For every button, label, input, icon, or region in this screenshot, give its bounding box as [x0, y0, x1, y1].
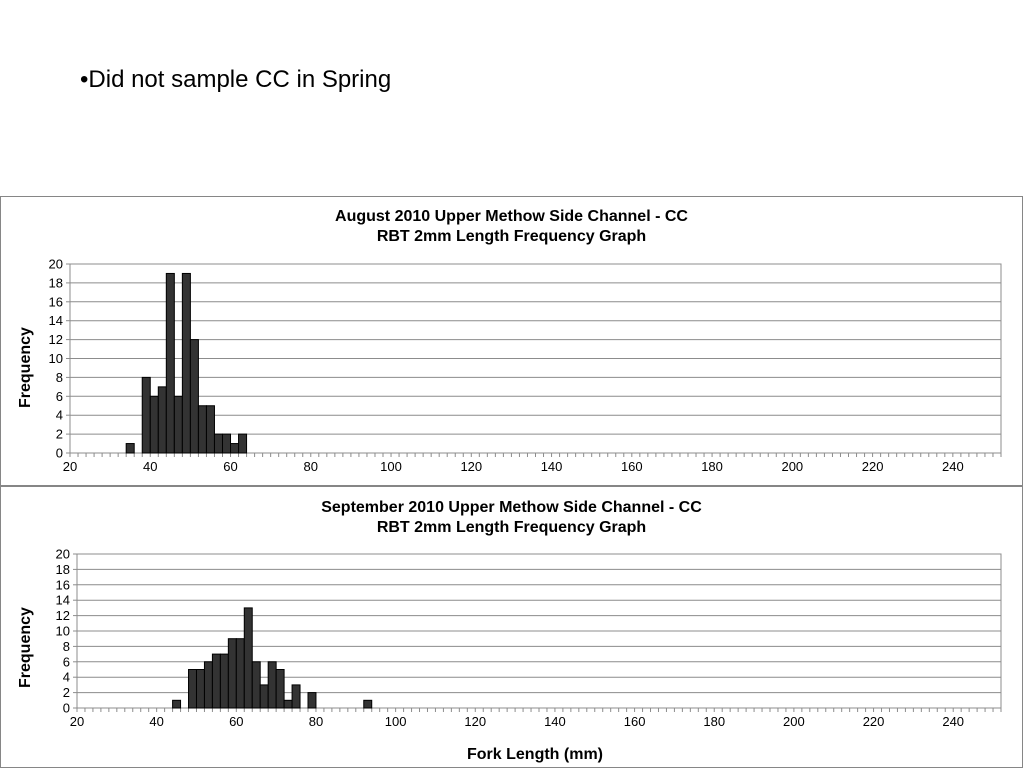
histogram-bar: [203, 661, 213, 709]
histogram-bar: [291, 684, 301, 709]
histogram-bar: [243, 607, 253, 709]
september-histogram-chart: September 2010 Upper Methow Side Channel…: [0, 486, 1023, 768]
histogram-bar: [275, 669, 285, 709]
histogram-bar: [188, 669, 197, 709]
histogram-bar: [149, 395, 159, 454]
histogram-bar: [195, 669, 205, 709]
x-tick-label: 60: [223, 459, 237, 474]
x-axis-label: Fork Length (mm): [467, 746, 603, 763]
chart-title-line-2: RBT 2mm Length Frequency Graph: [376, 519, 647, 536]
y-tick-label: 10: [49, 351, 63, 366]
histogram-bar: [173, 395, 183, 454]
y-tick-label: 14: [49, 313, 63, 328]
x-tick-label: 160: [621, 459, 643, 474]
histogram-bar: [205, 405, 215, 454]
histogram-bar: [283, 699, 293, 709]
x-tick-label: 60: [229, 714, 243, 729]
histogram-bar: [267, 661, 277, 709]
x-tick-label: 100: [380, 459, 402, 474]
x-tick-label: 40: [149, 714, 163, 729]
histogram-bar: [363, 699, 373, 709]
histogram-bar: [307, 692, 317, 709]
y-tick-label: 12: [56, 608, 70, 623]
histogram-bar: [172, 699, 182, 709]
y-tick-label: 18: [56, 562, 70, 577]
histogram-bar: [157, 386, 167, 454]
chart-title: August 2010 Upper Methow Side Channel - …: [1, 207, 1022, 247]
y-tick-label: 20: [49, 257, 63, 272]
x-tick-label: 220: [862, 459, 884, 474]
y-tick-label: 18: [49, 275, 63, 290]
x-tick-label: 100: [385, 714, 407, 729]
y-tick-label: 2: [63, 685, 70, 700]
y-tick-label: 0: [56, 446, 63, 461]
chart-title-line-2: RBT 2mm Length Frequency Graph: [376, 228, 647, 245]
x-tick-label: 140: [541, 459, 563, 474]
histogram-bar: [165, 272, 175, 454]
x-tick-label: 180: [701, 459, 723, 474]
y-tick-label: 10: [56, 624, 70, 639]
x-tick-label: 240: [942, 714, 964, 729]
august-histogram-plot: 0 2 4 6 8 10 12 14 16 18 20 20 40 60 80 100 120 140 160 180…: [49, 257, 1002, 474]
y-tick-label: 8: [63, 639, 70, 654]
x-tick-label: 120: [460, 459, 482, 474]
y-tick-label: 4: [63, 670, 70, 685]
x-tick-label: 40: [143, 459, 157, 474]
chart-title: September 2010 Upper Methow Side Channel…: [1, 498, 1022, 538]
histogram-bar: [197, 405, 207, 454]
x-tick-label: 160: [624, 714, 646, 729]
chart-title-line-1: September 2010 Upper Methow Side Channel…: [321, 499, 702, 516]
y-tick-label: 4: [56, 408, 63, 423]
y-tick-label: 16: [56, 577, 70, 592]
x-tick-label: 120: [464, 714, 486, 729]
y-tick-label: 8: [56, 370, 63, 385]
x-tick-label: 200: [781, 459, 803, 474]
histogram-bar: [211, 653, 221, 709]
histogram-bar: [181, 272, 191, 454]
x-tick-label: 80: [304, 459, 318, 474]
histogram-bar: [251, 661, 261, 709]
histogram-bar: [259, 684, 269, 709]
histogram-bar: [227, 638, 237, 709]
histogram-bar: [189, 339, 199, 454]
x-tick-label: 20: [63, 459, 77, 474]
y-tick-label: 6: [56, 389, 63, 404]
y-tick-label: 14: [56, 593, 70, 608]
histogram-bar: [219, 653, 229, 709]
histogram-bar: [125, 443, 135, 454]
histogram-bar: [221, 433, 232, 454]
histogram-bar: [230, 443, 240, 454]
x-tick-label: 200: [783, 714, 805, 729]
y-tick-label: 16: [49, 294, 63, 309]
august-histogram-chart: August 2010 Upper Methow Side Channel - …: [0, 196, 1023, 486]
x-tick-label: 240: [942, 459, 964, 474]
y-tick-label: 0: [63, 701, 70, 716]
histogram-bar: [238, 433, 248, 454]
y-tick-label: 20: [56, 547, 70, 562]
histogram-bar: [213, 433, 223, 454]
y-tick-label: 6: [63, 654, 70, 669]
x-tick-label: 80: [309, 714, 323, 729]
x-tick-label: 20: [70, 714, 84, 729]
y-tick-label: 12: [49, 332, 63, 347]
chart-title-line-1: August 2010 Upper Methow Side Channel - …: [335, 208, 688, 225]
x-tick-label: 180: [703, 714, 725, 729]
histogram-bar: [235, 638, 245, 709]
x-tick-label: 220: [863, 714, 885, 729]
x-tick-label: 140: [544, 714, 566, 729]
slide-bullet-text: •Did not sample CC in Spring: [80, 66, 392, 93]
histogram-bar: [141, 376, 151, 454]
y-tick-label: 2: [56, 427, 63, 442]
